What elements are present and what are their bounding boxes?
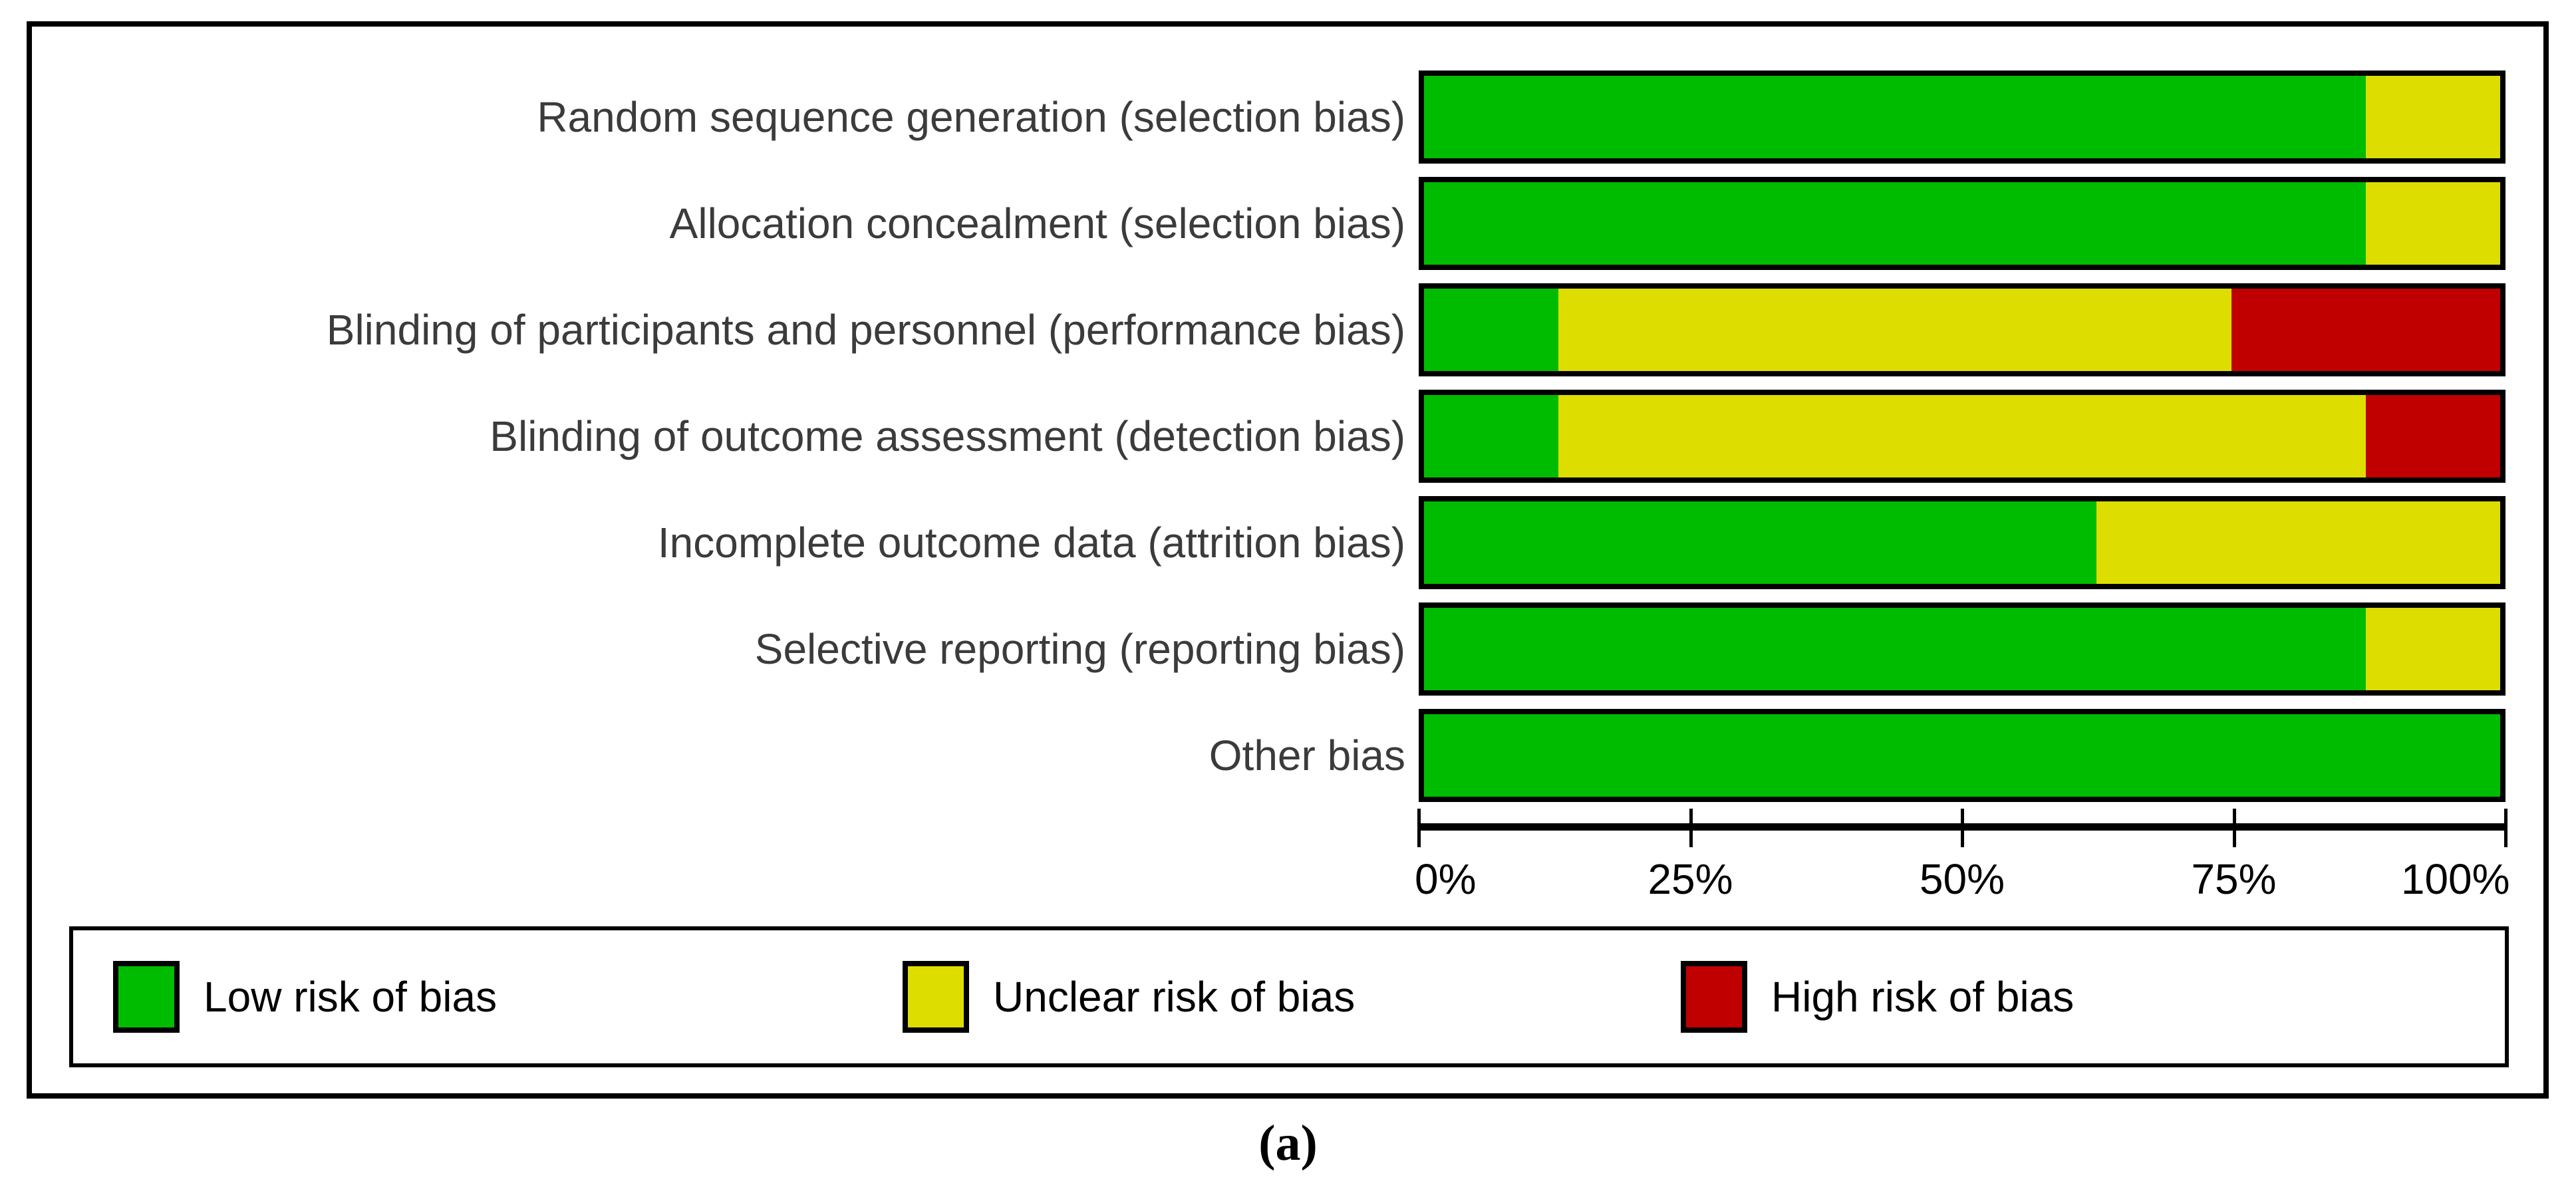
legend-item-unclear-risk: Unclear risk of bias	[903, 930, 1355, 1063]
bar-track	[1419, 177, 2505, 270]
legend-label: Unclear risk of bias	[993, 973, 1356, 1021]
row-label: Blinding of outcome assessment (detectio…	[490, 412, 1405, 460]
chart-row: Allocation concealment (selection bias)	[32, 170, 2543, 277]
legend-box: Low risk of bias Unclear risk of bias Hi…	[69, 926, 2509, 1067]
bar-track	[1419, 709, 2505, 802]
legend-label: High risk of bias	[1771, 973, 2075, 1021]
chart-row: Incomplete outcome data (attrition bias)	[32, 489, 2543, 596]
axis-tick	[1417, 809, 1421, 847]
legend-item-high-risk: High risk of bias	[1681, 930, 2074, 1063]
bar-segment-low-risk	[1424, 182, 2366, 265]
row-label: Allocation concealment (selection bias)	[669, 200, 1405, 247]
row-label: Selective reporting (reporting bias)	[754, 625, 1405, 673]
bar-track	[1419, 283, 2505, 376]
chart-row: Random sequence generation (selection bi…	[32, 64, 2543, 170]
figure-caption: (a)	[1258, 1115, 1318, 1171]
bar-segment-high-risk	[2231, 289, 2500, 371]
legend-swatch-unclear-risk	[903, 961, 969, 1033]
legend-item-low-risk: Low risk of bias	[113, 930, 497, 1063]
row-label: Blinding of participants and personnel (…	[326, 306, 1405, 354]
chart-row: Selective reporting (reporting bias)	[32, 596, 2543, 702]
axis-tick	[2504, 809, 2507, 847]
bar-segment-unclear-risk	[2096, 501, 2500, 584]
bar-segment-unclear-risk	[2365, 182, 2500, 265]
axis-tick	[2232, 809, 2236, 847]
bar-segment-unclear-risk	[2365, 608, 2500, 690]
bar-segment-low-risk	[1424, 76, 2366, 158]
chart-row: Blinding of outcome assessment (detectio…	[32, 383, 2543, 489]
bar-segment-unclear-risk	[1558, 395, 2366, 477]
bar-track	[1419, 70, 2505, 164]
legend-label: Low risk of bias	[204, 973, 498, 1021]
bar-segment-low-risk	[1424, 608, 2366, 690]
bar-segment-low-risk	[1424, 714, 2500, 797]
bar-segment-unclear-risk	[2365, 76, 2500, 158]
bar-track	[1419, 602, 2505, 696]
x-axis: 0% 25% 50% 75% 100%	[1415, 809, 2510, 928]
axis-tick	[1961, 809, 1964, 847]
axis-tick-label: 0%	[1415, 855, 1477, 903]
row-label: Incomplete outcome data (attrition bias)	[657, 519, 1405, 567]
chart-row: Blinding of participants and personnel (…	[32, 277, 2543, 383]
risk-of-bias-figure-frame: Random sequence generation (selection bi…	[27, 21, 2549, 1099]
axis-tick	[1689, 809, 1693, 847]
axis-tick-label: 100%	[2400, 855, 2510, 903]
axis-tick-label: 25%	[1647, 855, 1733, 903]
axis-tick-label: 50%	[1919, 855, 2005, 903]
risk-of-bias-chart: Random sequence generation (selection bi…	[32, 27, 2543, 928]
bar-track	[1419, 496, 2505, 589]
bar-segment-unclear-risk	[1558, 289, 2231, 371]
legend-swatch-high-risk	[1681, 961, 1747, 1033]
row-label: Random sequence generation (selection bi…	[537, 93, 1405, 141]
bar-segment-high-risk	[2365, 395, 2500, 477]
bar-track	[1419, 390, 2505, 483]
bar-segment-low-risk	[1424, 501, 2097, 584]
axis-tick-label: 75%	[2191, 855, 2277, 903]
bar-segment-low-risk	[1424, 289, 1559, 371]
row-label: Other bias	[1209, 732, 1405, 779]
legend-swatch-low-risk	[113, 961, 180, 1033]
chart-row: Other bias	[32, 702, 2543, 809]
bar-segment-low-risk	[1424, 395, 1559, 477]
